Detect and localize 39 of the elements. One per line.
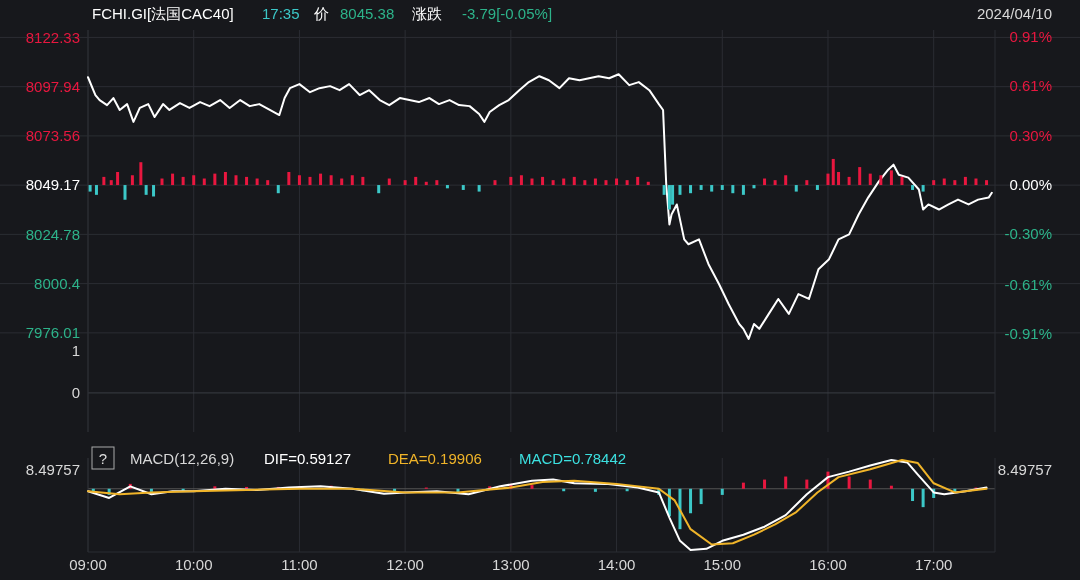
x-tick-label: 16:00 [809, 556, 847, 573]
text: 涨跌 [412, 5, 442, 22]
y-tick-label: 7976.01 [25, 324, 80, 342]
y-tick-label: 8122.33 [25, 28, 80, 46]
text: FCHI.GI[法国CAC40] [92, 5, 234, 22]
y2-tick-label: -0.30% [1004, 225, 1052, 243]
x-tick-label: 11:00 [281, 556, 318, 573]
y2-tick-label: 0.00% [1009, 176, 1052, 194]
x-tick-label: 15:00 [703, 556, 742, 573]
x-tick-label: 09:00 [69, 556, 107, 573]
x-tick-label: 17:00 [914, 556, 953, 573]
text: 8.49757 [25, 461, 80, 478]
text: 8.49757 [997, 461, 1052, 478]
y-tick-label: 8049.17 [25, 176, 80, 194]
y2-tick-label: -0.61% [1004, 275, 1052, 293]
y-tick-label: 8000.4 [34, 274, 80, 292]
text: 价 [313, 5, 329, 22]
y2-tick-label: 0.30% [1009, 127, 1052, 145]
y2-tick-label: -0.91% [1004, 324, 1052, 342]
series-label: DIF=0.59127 [264, 450, 352, 467]
y2-tick-label: 0.91% [1009, 27, 1052, 45]
text: 17:35 [262, 5, 300, 22]
text: -3.79[-0.05%] [462, 5, 553, 22]
y-tick-label: 8097.94 [25, 77, 80, 95]
text: 2024/04/10 [976, 5, 1052, 22]
x-tick-label: 10:00 [174, 556, 213, 573]
x-tick-label: 13:00 [492, 556, 530, 573]
x-tick-label: 14:00 [597, 556, 636, 573]
text: 8045.38 [340, 5, 395, 22]
y-tick-label: 8073.56 [25, 127, 80, 145]
y-tick-label: 1 [71, 342, 80, 360]
series-label: MACD=0.78442 [519, 450, 627, 467]
y2-tick-label: 0.61% [1009, 76, 1052, 94]
series-label: DEA=0.19906 [388, 450, 482, 467]
annotation: MACD(12,26,9) [130, 450, 235, 467]
x-tick-label: 12:00 [386, 556, 424, 573]
annotation: ? [98, 450, 108, 467]
y-tick-label: 0 [71, 384, 80, 402]
y-tick-label: 8024.78 [25, 225, 80, 243]
